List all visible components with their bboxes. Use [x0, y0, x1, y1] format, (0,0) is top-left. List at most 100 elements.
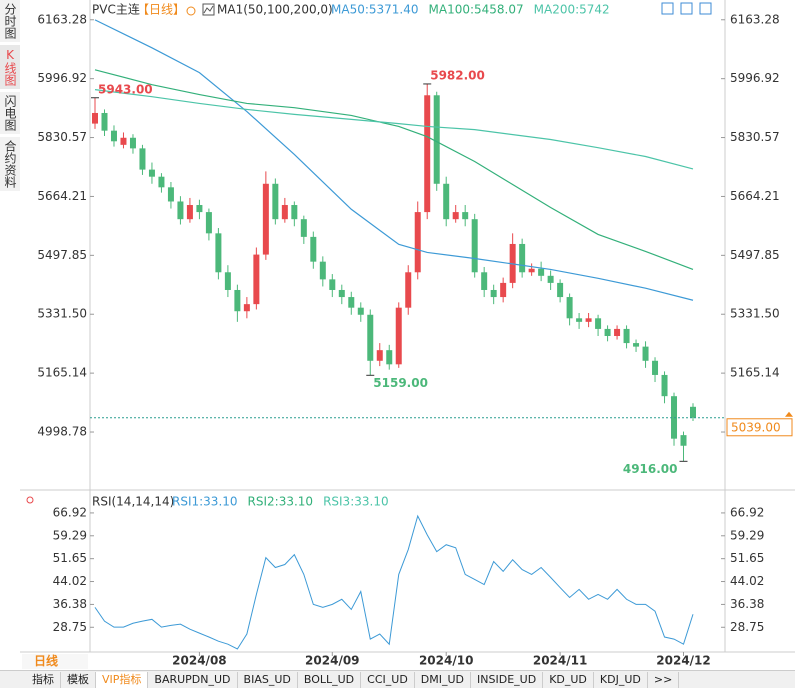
more-tab[interactable]: >> [648, 671, 680, 688]
y-tick-label-left: 5497.85 [37, 248, 87, 262]
icon-restore[interactable] [699, 2, 712, 15]
legend-entry: RSI1:33.10 [172, 495, 238, 509]
candle-body [661, 374, 668, 397]
candle-body [452, 212, 459, 220]
tab[interactable]: 指标 [26, 671, 61, 688]
y-tick-label-left: 36.38 [53, 597, 87, 611]
candle-body [443, 183, 450, 220]
candle-body [234, 289, 241, 312]
candle-body [680, 435, 687, 446]
y-tick-label-right: 5497.85 [730, 248, 780, 262]
candle-body [291, 205, 298, 220]
period-label: 日线 [22, 654, 88, 669]
candle-body [158, 176, 165, 188]
legend-entry: RSI3:33.10 [323, 495, 389, 509]
y-tick-label-left: 44.02 [53, 574, 87, 588]
y-tick-label-left: 5331.50 [37, 307, 87, 321]
candle-body [367, 314, 374, 361]
x-tick-label: 2024/09 [305, 654, 359, 668]
candle-body [405, 272, 412, 308]
window-icons [661, 2, 712, 15]
candle-body [215, 233, 222, 273]
candle-body [519, 243, 526, 273]
ma-line [94, 19, 694, 301]
y-tick-label-right: 44.02 [730, 574, 764, 588]
candle-body [92, 112, 98, 124]
tab[interactable]: CCI_UD [361, 671, 415, 688]
icon-expand[interactable] [680, 2, 693, 15]
candle-body [167, 187, 174, 202]
annotation-label: 5159.00 [373, 376, 428, 390]
tab[interactable]: KD_UD [543, 671, 594, 688]
y-tick-label-left: 4998.78 [37, 425, 87, 439]
y-tick-label-left: 51.65 [53, 551, 87, 565]
candle-body [414, 212, 421, 273]
candle-body [310, 236, 317, 262]
candle-body [243, 304, 250, 312]
candle-body [395, 307, 402, 365]
x-tick-label: 2024/10 [419, 654, 473, 668]
y-tick-label-left: 6163.28 [37, 12, 87, 26]
x-tick-label: 2024/12 [656, 654, 710, 668]
tab[interactable]: KDJ_UD [594, 671, 648, 688]
sidebar-tab[interactable]: 闪电图 [0, 92, 20, 134]
sidebar-tab[interactable]: 分时图 [0, 0, 20, 42]
last-price-arrow [785, 411, 793, 417]
candle-body [500, 282, 507, 298]
tab[interactable]: BOLL_UD [298, 671, 362, 688]
tab[interactable]: INSIDE_UD [471, 671, 544, 688]
y-tick-label-right: 59.29 [730, 528, 764, 542]
candle-body [614, 328, 621, 337]
candle-body [595, 318, 602, 329]
chart: PVC主连 【日线】 MA1(50,100,200,0) RSI(14,14,1… [20, 0, 795, 668]
candle-body [557, 282, 564, 298]
tab[interactable]: BARUPDN_UD [148, 671, 238, 688]
y-tick-label-right: 6163.28 [730, 12, 780, 26]
annotation-label: 5943.00 [98, 82, 153, 96]
y-tick-label-right: 5331.50 [730, 307, 780, 321]
candle-body [547, 275, 554, 283]
tab[interactable]: VIP指标 [96, 671, 149, 688]
candle-body [329, 279, 336, 290]
settings-icon[interactable] [186, 6, 196, 16]
candle-body [462, 212, 469, 220]
sun-icon[interactable] [26, 496, 34, 504]
candle-body [348, 297, 355, 308]
y-tick-label-left: 66.92 [53, 505, 87, 519]
legend-entry: MA50:5371.40 [331, 3, 419, 17]
indicator: MA1(50,100,200,0) [217, 3, 333, 17]
tab[interactable]: 模板 [61, 671, 96, 688]
tab[interactable]: DMI_UD [415, 671, 472, 688]
candle-body [690, 406, 696, 418]
candle-body [253, 254, 260, 305]
icon-fit[interactable] [661, 2, 674, 15]
y-tick-label-right: 28.75 [730, 620, 764, 634]
sidebar-tab[interactable]: K线图 [0, 45, 20, 89]
x-tick-label: 2024/08 [172, 654, 226, 668]
candle-body [490, 289, 497, 298]
candle-body [148, 169, 155, 177]
y-tick-label-right: 5830.57 [730, 130, 780, 144]
sidebar-tab[interactable]: 合约资料 [0, 137, 20, 191]
annotation-label: 5982.00 [430, 68, 485, 82]
period[interactable]: 【日线】 [137, 3, 185, 17]
y-tick-label-right: 5996.92 [730, 71, 780, 85]
candle-body [338, 289, 345, 298]
indicator-icon[interactable] [202, 3, 215, 16]
candle-body [424, 95, 431, 213]
y-tick-label-left: 5830.57 [37, 130, 87, 144]
indicator-icon-line [203, 5, 214, 14]
y-tick-label-left: 5165.14 [37, 366, 87, 380]
candle-body [528, 268, 535, 273]
candle-body [177, 201, 184, 220]
candle-body [538, 268, 545, 276]
legend-entry: MA200:5742 [534, 3, 610, 17]
candle-body [604, 328, 611, 337]
tab[interactable]: BIAS_UD [238, 671, 298, 688]
candle-body [129, 137, 136, 149]
candle-body [623, 328, 630, 344]
candle-body [262, 183, 269, 255]
legend-entry: RSI2:33.10 [248, 495, 314, 509]
candle-body [433, 95, 440, 184]
ma-line [94, 89, 694, 170]
